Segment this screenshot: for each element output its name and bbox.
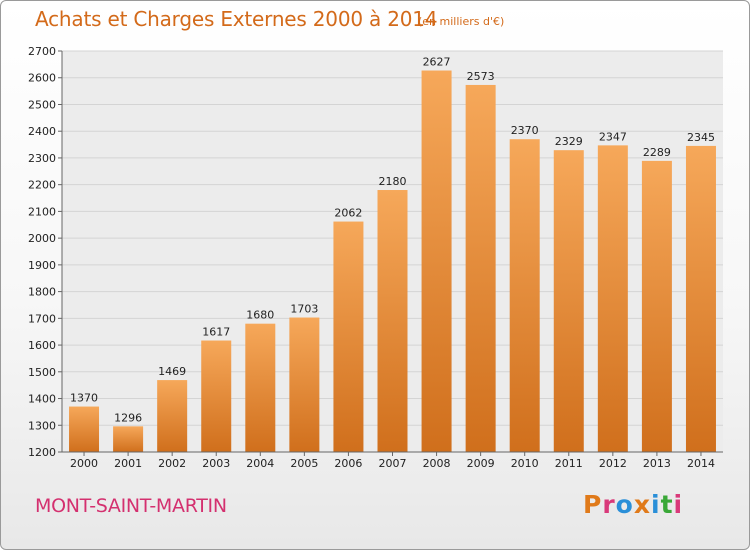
chart-subtitle: (en milliers d'€) xyxy=(418,15,505,28)
bar xyxy=(597,145,628,453)
y-tick-label: 2700 xyxy=(28,45,56,58)
x-tick-label: 2001 xyxy=(114,457,142,470)
bars: 1370 1296 1469 1617 1680 1703 2062 2180 2627 2573… xyxy=(69,56,716,453)
bar-value-label: 2573 xyxy=(467,70,495,83)
place-name: MONT-SAINT-MARTIN xyxy=(35,495,227,517)
y-tick-label: 1200 xyxy=(28,446,56,459)
x-tick-label: 2005 xyxy=(290,457,318,470)
brand-letter: i xyxy=(673,490,684,519)
bar-value-label: 1469 xyxy=(158,365,186,378)
bar xyxy=(377,190,408,452)
bar-value-label: 2370 xyxy=(511,124,539,137)
bar xyxy=(157,380,188,452)
x-tick-label: 2003 xyxy=(202,457,230,470)
bar xyxy=(333,221,364,452)
bar xyxy=(465,84,496,453)
bar xyxy=(509,139,540,452)
x-tick-label: 2008 xyxy=(423,457,451,470)
y-tick-label: 2300 xyxy=(28,152,56,165)
x-tick-label: 2014 xyxy=(687,457,715,470)
x-axis: 2000 2001 2002 2003 2004 2005 2006 2007 2008 2009… xyxy=(62,451,723,470)
brand-letter: o xyxy=(615,490,634,519)
y-tick-label: 1800 xyxy=(28,286,56,299)
bar-value-label: 2289 xyxy=(643,146,671,159)
x-tick-label: 2007 xyxy=(379,457,407,470)
y-tick-label: 1900 xyxy=(28,259,56,272)
y-tick-label: 2200 xyxy=(28,179,56,192)
bar xyxy=(553,150,584,452)
y-tick-label: 1500 xyxy=(28,366,56,379)
brand-logo: Proxiti xyxy=(583,490,683,519)
bar xyxy=(245,323,276,452)
y-tick-label: 2000 xyxy=(28,232,56,245)
bar xyxy=(641,160,672,452)
bar-value-label: 2062 xyxy=(334,207,362,220)
bar-value-label: 1617 xyxy=(202,326,230,339)
bar-value-label: 2345 xyxy=(687,131,715,144)
bar xyxy=(69,406,100,452)
bar xyxy=(685,145,716,453)
x-tick-label: 2009 xyxy=(467,457,495,470)
bar-value-label: 1370 xyxy=(70,392,98,405)
y-tick-label: 2600 xyxy=(28,72,56,85)
brand-letter: P xyxy=(583,490,603,519)
bar-value-label: 1703 xyxy=(290,303,318,316)
bar xyxy=(421,70,452,453)
y-tick-label: 1600 xyxy=(28,339,56,352)
brand-letter: x xyxy=(633,490,651,519)
y-tick-label: 2400 xyxy=(28,125,56,138)
y-tick-label: 1700 xyxy=(28,312,56,325)
x-tick-label: 2011 xyxy=(555,457,583,470)
bar-value-label: 1296 xyxy=(114,411,142,424)
x-tick-label: 2000 xyxy=(70,457,98,470)
y-axis: 1200 1300 1400 1500 1600 1700 1800 1900 2000 2100… xyxy=(28,45,63,459)
bar-value-label: 2329 xyxy=(555,135,583,148)
chart-title: Achats et Charges Externes 2000 à 2014 xyxy=(35,7,438,31)
bar xyxy=(113,426,144,452)
y-tick-label: 1400 xyxy=(28,393,56,406)
x-tick-label: 2013 xyxy=(643,457,671,470)
y-tick-label: 1300 xyxy=(28,419,56,432)
bar-value-label: 1680 xyxy=(246,309,274,322)
bar-value-label: 2180 xyxy=(379,175,407,188)
x-tick-label: 2004 xyxy=(246,457,274,470)
y-tick-label: 2100 xyxy=(28,205,56,218)
bar-value-label: 2347 xyxy=(599,130,627,143)
x-tick-label: 2002 xyxy=(158,457,186,470)
bar-value-label: 2627 xyxy=(423,56,451,69)
x-tick-label: 2012 xyxy=(599,457,627,470)
brand-letter: r xyxy=(602,490,616,519)
bar xyxy=(201,340,232,452)
y-tick-label: 2500 xyxy=(28,98,56,111)
bar xyxy=(289,317,320,452)
x-tick-label: 2010 xyxy=(511,457,539,470)
brand-letter: t xyxy=(660,490,674,519)
x-tick-label: 2006 xyxy=(334,457,362,470)
brand-letter: i xyxy=(651,490,661,519)
